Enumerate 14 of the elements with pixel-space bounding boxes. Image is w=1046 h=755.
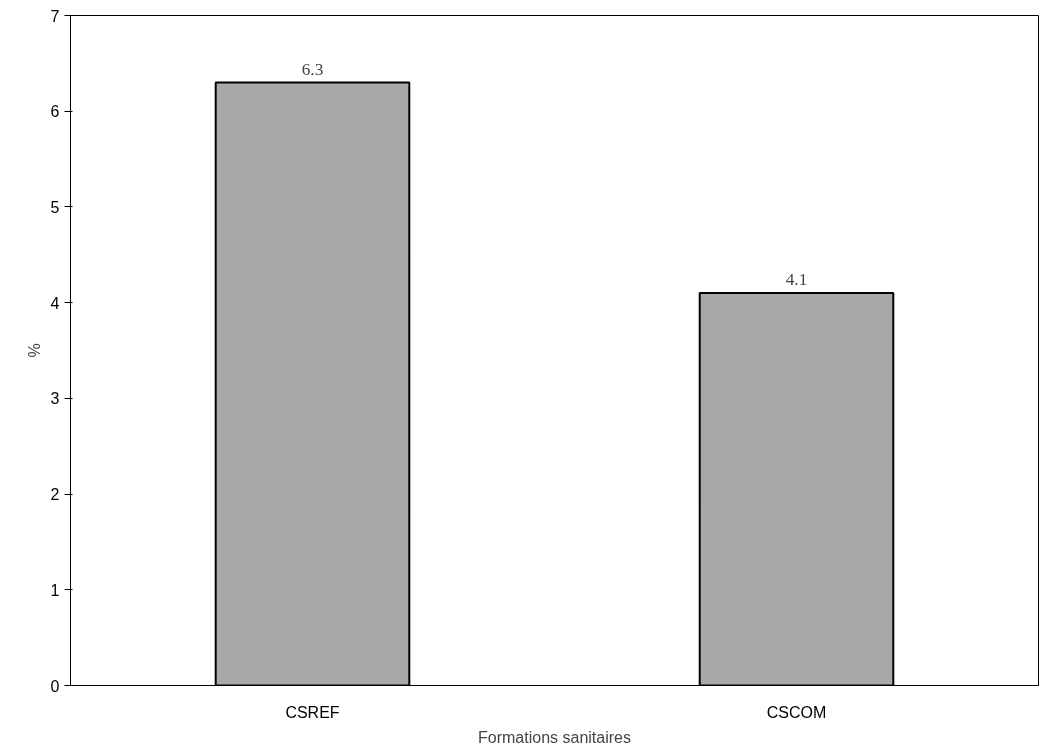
x-tick-label: CSREF <box>285 703 340 721</box>
data-label: 6.3 <box>301 59 324 79</box>
x-tick-label: CSCOM <box>766 703 827 721</box>
y-tick-label: 2 <box>50 486 60 504</box>
y-axis-title: % <box>25 343 43 358</box>
y-tick-label: 3 <box>50 390 60 408</box>
y-tick-label: 4 <box>50 294 60 312</box>
y-tick-label: 5 <box>50 198 60 216</box>
y-tick-label: 7 <box>50 7 60 25</box>
data-label: 4.1 <box>785 270 808 290</box>
x-axis-title: Formations sanitaires <box>478 728 631 746</box>
y-tick-label: 6 <box>50 103 60 121</box>
y-tick-label: 1 <box>50 581 60 599</box>
y-tick-label: 0 <box>50 677 60 695</box>
